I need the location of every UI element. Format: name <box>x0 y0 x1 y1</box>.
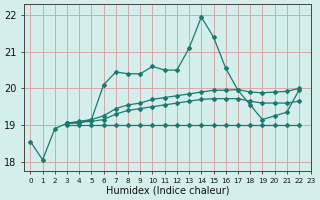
X-axis label: Humidex (Indice chaleur): Humidex (Indice chaleur) <box>106 186 229 196</box>
